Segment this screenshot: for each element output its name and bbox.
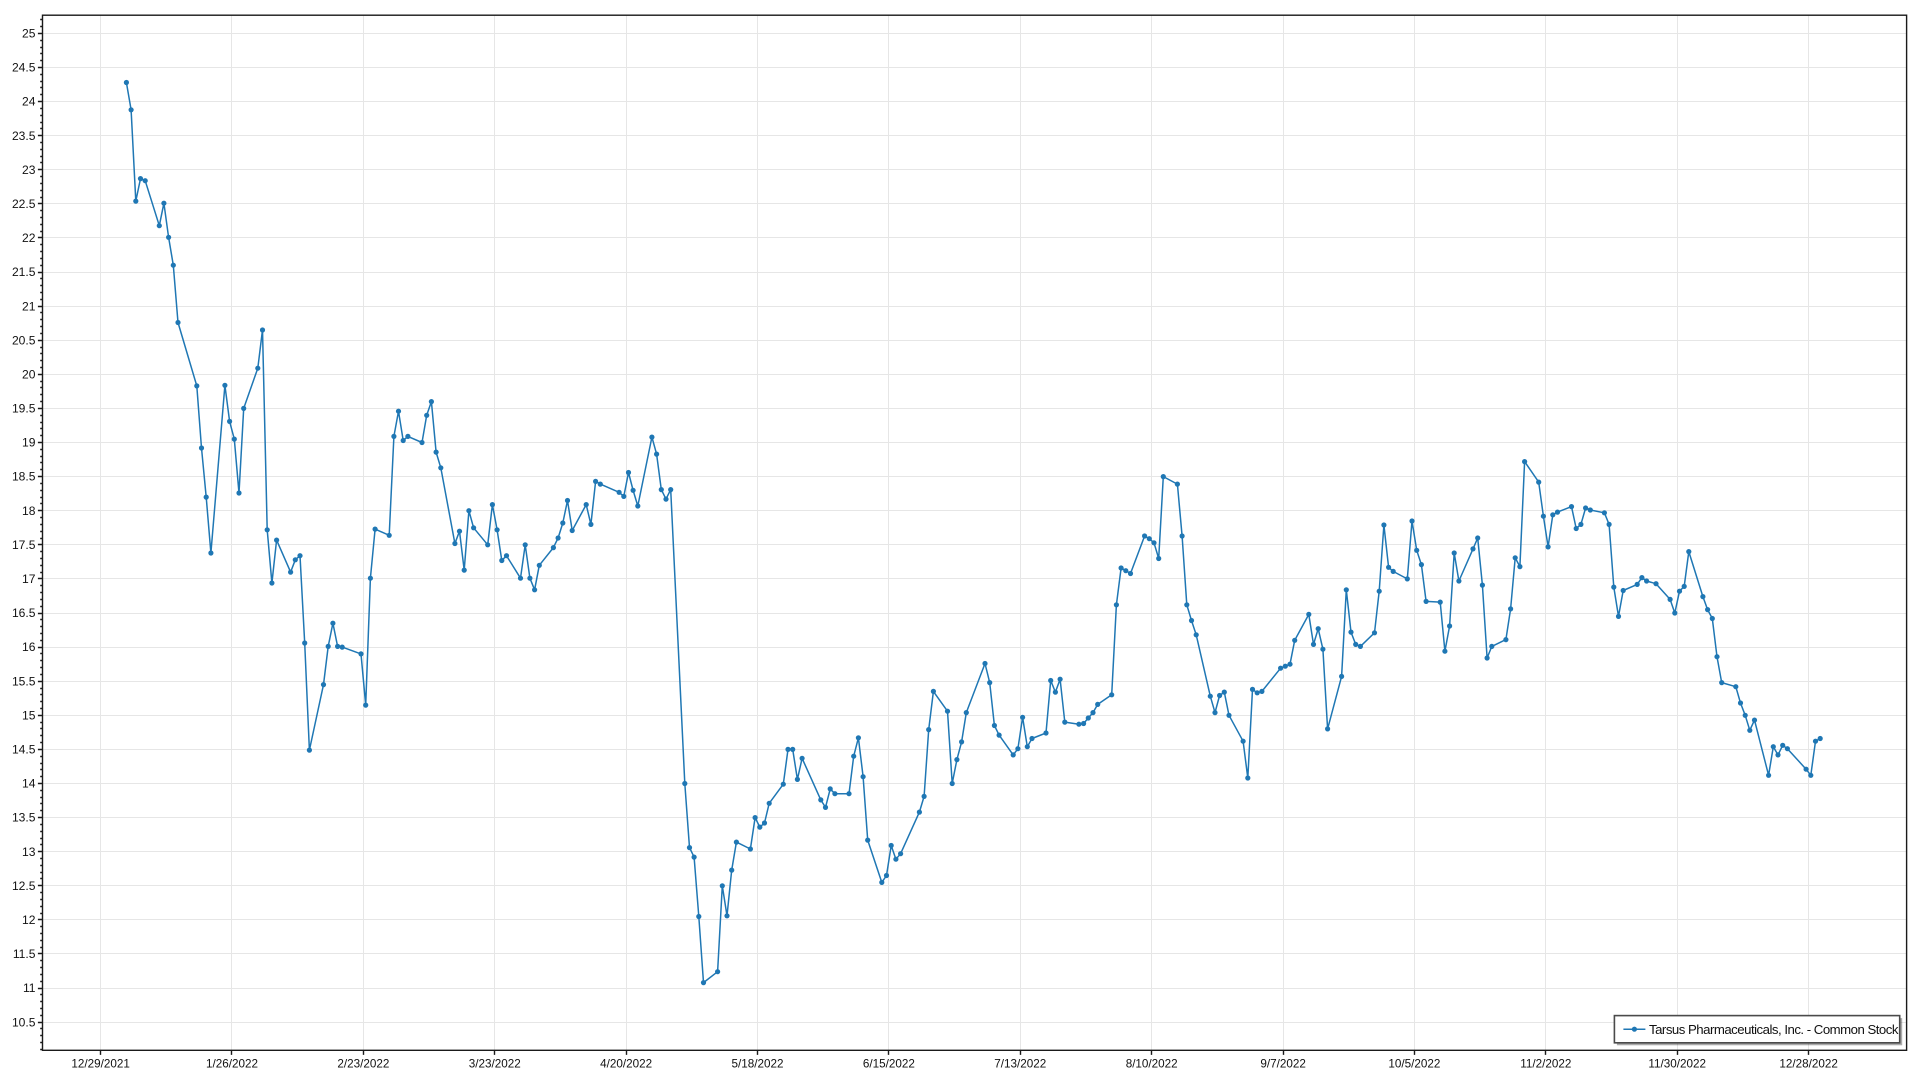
svg-text:11: 11 [23,981,36,995]
svg-text:23.5: 23.5 [12,129,36,143]
svg-text:11/2/2022: 11/2/2022 [1520,1058,1571,1071]
svg-text:18.5: 18.5 [12,470,36,484]
svg-text:11.5: 11.5 [13,947,36,961]
svg-text:12/28/2022: 12/28/2022 [1779,1058,1838,1071]
svg-text:15.5: 15.5 [12,674,36,688]
svg-text:12/29/2021: 12/29/2021 [71,1058,130,1071]
svg-text:22.5: 22.5 [12,197,36,211]
svg-text:12: 12 [22,913,36,927]
svg-text:23: 23 [22,163,36,177]
svg-text:10.5: 10.5 [12,1015,36,1029]
svg-text:19.5: 19.5 [12,402,36,416]
svg-text:6/15/2022: 6/15/2022 [863,1058,915,1071]
svg-text:2/23/2022: 2/23/2022 [337,1058,389,1071]
svg-text:13.5: 13.5 [12,811,36,825]
svg-text:14: 14 [22,777,36,791]
svg-text:24: 24 [22,95,36,109]
svg-text:11/30/2022: 11/30/2022 [1648,1058,1706,1071]
svg-text:16: 16 [22,640,36,654]
svg-text:10/5/2022: 10/5/2022 [1388,1058,1440,1071]
svg-text:8/10/2022: 8/10/2022 [1126,1058,1178,1071]
svg-text:18: 18 [22,504,36,518]
svg-text:17: 17 [22,572,36,586]
svg-text:21: 21 [22,299,36,313]
svg-text:4/20/2022: 4/20/2022 [600,1058,652,1071]
svg-text:13: 13 [22,845,36,859]
svg-text:1/26/2022: 1/26/2022 [206,1058,258,1071]
svg-text:7/13/2022: 7/13/2022 [994,1058,1046,1071]
svg-text:17.5: 17.5 [12,538,36,552]
svg-text:12.5: 12.5 [12,879,36,893]
svg-text:21.5: 21.5 [12,265,36,279]
svg-text:22: 22 [22,231,36,245]
svg-text:24.5: 24.5 [12,61,36,75]
svg-text:9/7/2022: 9/7/2022 [1260,1058,1306,1071]
svg-text:16.5: 16.5 [12,606,36,620]
svg-text:14.5: 14.5 [12,743,36,757]
svg-text:5/18/2022: 5/18/2022 [732,1058,784,1071]
svg-text:19: 19 [22,436,36,450]
svg-text:15: 15 [22,708,36,722]
svg-text:3/23/2022: 3/23/2022 [469,1058,521,1071]
svg-text:25: 25 [22,27,36,41]
svg-text:Tarsus Pharmaceuticals, Inc. -: Tarsus Pharmaceuticals, Inc. - Common St… [1649,1022,1899,1037]
svg-text:20: 20 [22,367,36,381]
svg-text:20.5: 20.5 [12,333,36,347]
